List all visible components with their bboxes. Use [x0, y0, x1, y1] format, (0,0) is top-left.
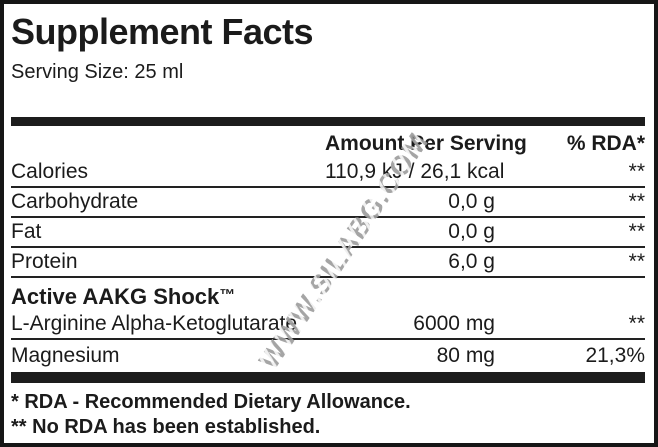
- nutrient-rda: **: [628, 190, 645, 213]
- nutrient-name: Magnesium: [11, 344, 120, 367]
- nutrient-amount: 80 mg: [436, 344, 495, 367]
- divider-thick-top: [11, 117, 645, 126]
- nutrient-name: Carbohydrate: [11, 190, 139, 213]
- nutrient-name: Calories: [11, 160, 89, 183]
- nutrient-rda: **: [628, 160, 645, 183]
- header-rda: % RDA*: [566, 132, 645, 155]
- row-carbohydrate: Carbohydrate 0,0 g **: [11, 188, 645, 218]
- nutrient-amount: 0,0 g: [448, 190, 495, 213]
- nutrient-amount: 6,0 g: [448, 250, 495, 273]
- footnote-no-rda: ** No RDA has been established.: [11, 416, 321, 438]
- nutrient-rda: **: [628, 220, 645, 243]
- divider-thick-bottom: [11, 372, 645, 383]
- nutrient-rda: 21,3%: [585, 344, 645, 367]
- nutrient-name: Fat: [11, 220, 42, 243]
- nutrient-name: L-Arginine Alpha-Ketoglutarate: [11, 312, 298, 335]
- footnote-rda-definition: * RDA - Recommended Dietary Allowance.: [11, 391, 411, 413]
- trademark-symbol: ™: [219, 287, 236, 304]
- nutrient-amount: 0,0 g: [448, 220, 495, 243]
- header-amount-per-serving: Amount Per Serving: [325, 132, 527, 155]
- row-calories: Calories 110,9 kJ / 26,1 kcal **: [11, 158, 645, 186]
- label-title: Supplement Facts: [11, 11, 314, 52]
- footnotes: * RDA - Recommended Dietary Allowance. *…: [11, 383, 645, 440]
- serving-size: Serving Size: 25 ml: [11, 61, 184, 83]
- nutrient-amount: 110,9 kJ / 26,1 kcal: [325, 160, 505, 183]
- nutrient-rda: **: [628, 250, 645, 273]
- row-magnesium: Magnesium 80 mg 21,3%: [11, 340, 645, 370]
- nutrient-name: Protein: [11, 250, 78, 273]
- row-protein: Protein 6,0 g **: [11, 248, 645, 278]
- divider-thin: [11, 186, 645, 188]
- section-heading-text: Active AAKG Shock: [11, 284, 220, 309]
- nutrient-rda: **: [628, 312, 645, 335]
- row-l-arginine-alpha-ketoglutarate: L-Arginine Alpha-Ketoglutarate 6000 mg *…: [11, 310, 645, 340]
- nutrient-amount: 6000 mg: [413, 312, 495, 335]
- row-fat: Fat 0,0 g **: [11, 218, 645, 248]
- section-heading-active-aakg-shock: Active AAKG Shock™: [11, 278, 645, 310]
- column-header-row: Amount Per Serving % RDA*: [11, 126, 645, 158]
